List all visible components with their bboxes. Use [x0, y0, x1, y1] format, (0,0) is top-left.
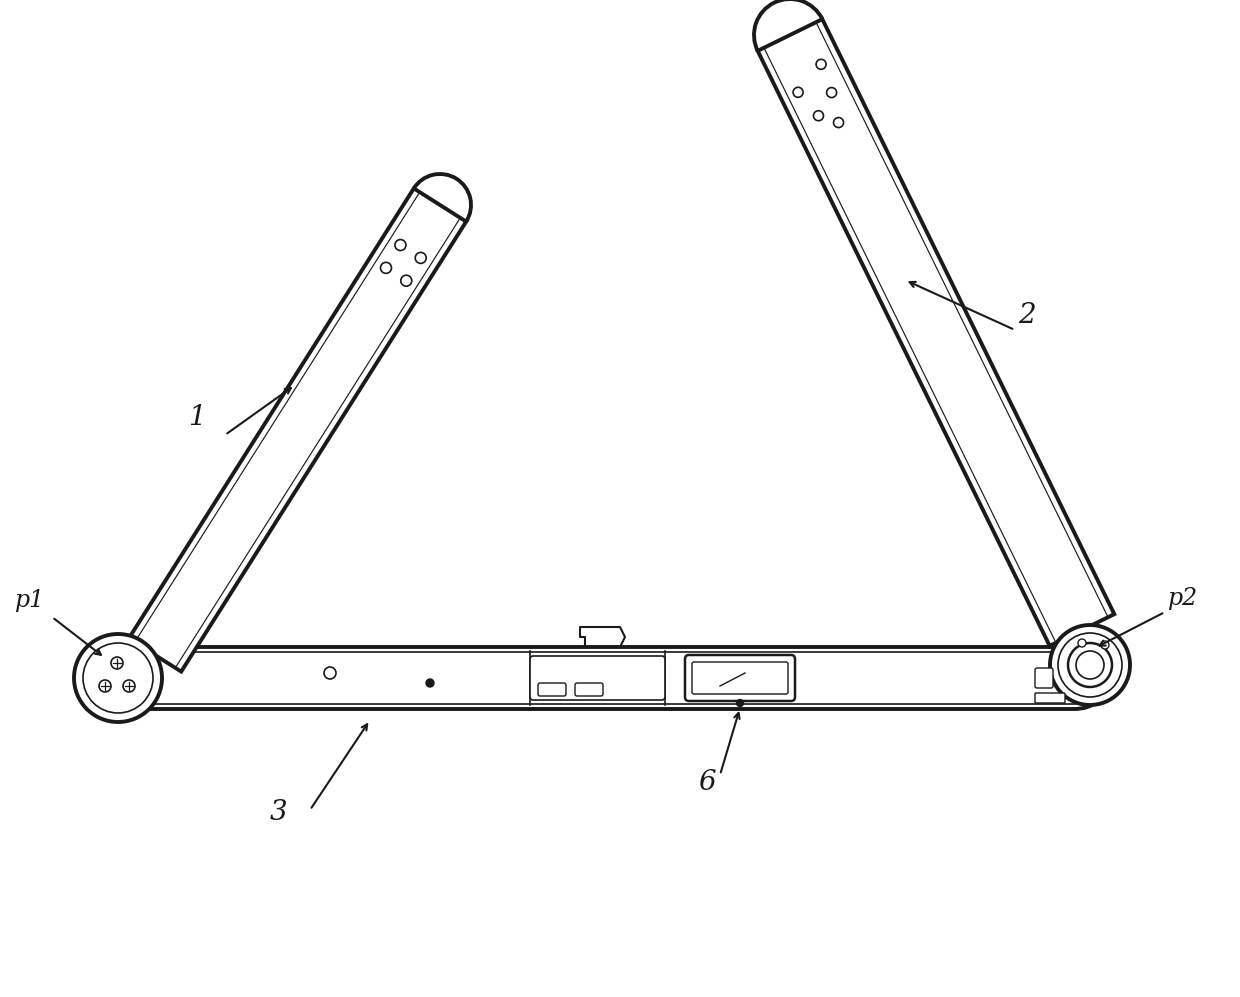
Circle shape — [816, 59, 826, 70]
Circle shape — [1050, 625, 1130, 705]
Text: 3: 3 — [270, 799, 288, 826]
Circle shape — [833, 118, 843, 128]
Circle shape — [99, 680, 112, 692]
Circle shape — [813, 111, 823, 121]
Circle shape — [1068, 643, 1112, 687]
Circle shape — [112, 657, 123, 669]
Circle shape — [324, 667, 336, 679]
Circle shape — [427, 679, 434, 687]
Circle shape — [1101, 641, 1109, 649]
Circle shape — [794, 88, 804, 98]
Circle shape — [737, 700, 744, 707]
Circle shape — [415, 252, 427, 263]
FancyBboxPatch shape — [575, 683, 603, 696]
Text: 2: 2 — [1018, 302, 1035, 329]
Text: p1: p1 — [15, 589, 45, 612]
Circle shape — [381, 262, 392, 273]
Polygon shape — [129, 188, 466, 672]
Circle shape — [83, 643, 153, 713]
Polygon shape — [758, 19, 1115, 646]
FancyBboxPatch shape — [538, 683, 565, 696]
FancyBboxPatch shape — [529, 656, 665, 700]
Circle shape — [401, 275, 412, 286]
Text: 6: 6 — [698, 769, 715, 796]
Text: p2: p2 — [1168, 587, 1198, 610]
FancyBboxPatch shape — [684, 655, 795, 701]
FancyBboxPatch shape — [1035, 668, 1053, 688]
Circle shape — [1076, 651, 1104, 679]
FancyBboxPatch shape — [100, 652, 1100, 704]
FancyBboxPatch shape — [692, 662, 787, 694]
Circle shape — [74, 634, 162, 722]
Circle shape — [1078, 639, 1086, 647]
Circle shape — [827, 88, 837, 98]
FancyBboxPatch shape — [95, 647, 1105, 709]
Circle shape — [123, 680, 135, 692]
Circle shape — [1058, 633, 1122, 697]
FancyBboxPatch shape — [1035, 693, 1065, 703]
Circle shape — [394, 239, 405, 250]
Text: 1: 1 — [188, 404, 206, 431]
